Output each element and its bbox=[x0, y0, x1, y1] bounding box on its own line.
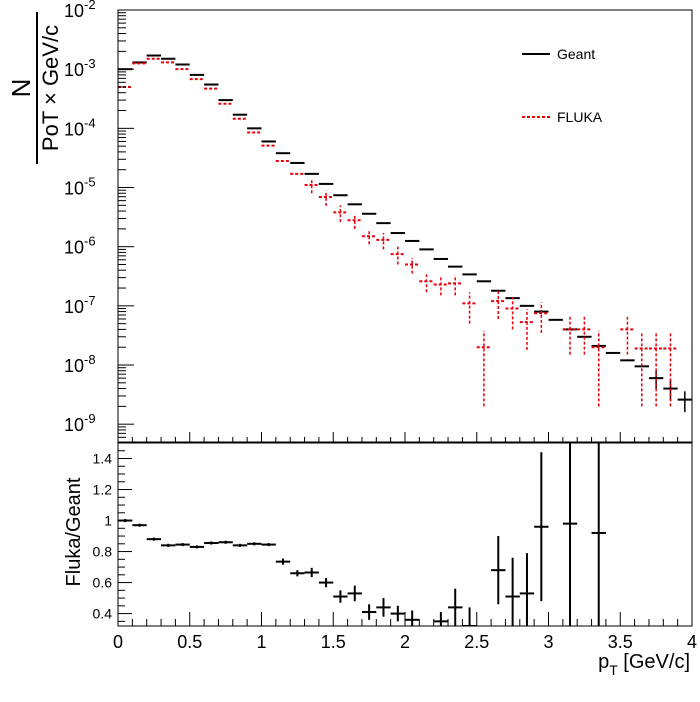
x-tick-label: 2 bbox=[400, 632, 410, 652]
y-tick-label: 10-3 bbox=[64, 56, 96, 80]
x-title-sub: T bbox=[609, 662, 618, 678]
ratio-y-tick-label: 1.4 bbox=[93, 451, 113, 467]
y-tick-label: 10-8 bbox=[64, 352, 96, 376]
y-tick-label: 10-9 bbox=[64, 411, 96, 435]
spectrum-y-axis-title: N PoT × GeV/c bbox=[6, 12, 63, 164]
y-tick-label: 10-7 bbox=[64, 293, 96, 317]
ratio-panel: 0.4 0.6 0.8 1 1.2 1.4 0 0.5 1 1.5 2 2.5 3 3.5 4 Fluka… bbox=[63, 442, 697, 678]
spectrum-plot-area bbox=[118, 54, 692, 413]
x-tick-label: 0.5 bbox=[177, 632, 202, 652]
x-tick-label: 1 bbox=[256, 632, 266, 652]
legend-geant-label: Geant bbox=[557, 46, 595, 62]
y-title-numerator: N bbox=[6, 79, 36, 98]
x-tick-label: 3.5 bbox=[608, 632, 633, 652]
x-title-main: p bbox=[598, 651, 609, 673]
y-title-denominator: PoT × GeV/c bbox=[38, 25, 63, 151]
spectrum-x-ticks bbox=[117, 432, 693, 442]
y-tick-label: 10-5 bbox=[64, 175, 96, 199]
spectrum-y-ticks: 10-9 10-8 10-7 10-6 10-5 10-4 10-3 10-2 bbox=[64, 0, 134, 443]
x-tick-label: 3 bbox=[543, 632, 553, 652]
series-geant bbox=[118, 54, 692, 413]
ratio-y-axis-title: Fluka/Geant bbox=[63, 477, 85, 586]
ratio-y-ticks: 0.4 0.6 0.8 1 1.2 1.4 bbox=[93, 442, 132, 622]
legend-fluka-label: FLUKA bbox=[557, 109, 603, 125]
ratio-plot-area bbox=[118, 443, 606, 626]
ratio-y-tick-label: 0.4 bbox=[93, 606, 113, 622]
x-title-unit: [GeV/c] bbox=[618, 651, 690, 673]
y-tick-label: 10-4 bbox=[64, 115, 96, 139]
series-fluka bbox=[118, 57, 678, 407]
ratio-y-tick-label: 0.8 bbox=[93, 544, 113, 560]
legend: Geant FLUKA bbox=[522, 46, 603, 125]
ratio-y-tick-label: 0.6 bbox=[93, 575, 113, 591]
x-tick-label: 2.5 bbox=[464, 632, 489, 652]
x-tick-label: 0 bbox=[113, 632, 123, 652]
x-axis-title: pT [GeV/c] bbox=[598, 651, 690, 678]
ratio-y-tick-label: 1 bbox=[104, 513, 112, 529]
y-tick-label: 10-2 bbox=[64, 0, 96, 21]
ratio-series bbox=[118, 443, 606, 626]
ratio-y-tick-label: 1.2 bbox=[93, 482, 113, 498]
ratio-x-ticks: 0 0.5 1 1.5 2 2.5 3 3.5 4 bbox=[113, 612, 697, 652]
x-tick-label: 4 bbox=[687, 632, 697, 652]
x-tick-label: 1.5 bbox=[321, 632, 346, 652]
y-tick-label: 10-6 bbox=[64, 234, 96, 258]
spectrum-panel: 10-9 10-8 10-7 10-6 10-5 10-4 10-3 10-2 N PoT ×… bbox=[6, 0, 693, 443]
